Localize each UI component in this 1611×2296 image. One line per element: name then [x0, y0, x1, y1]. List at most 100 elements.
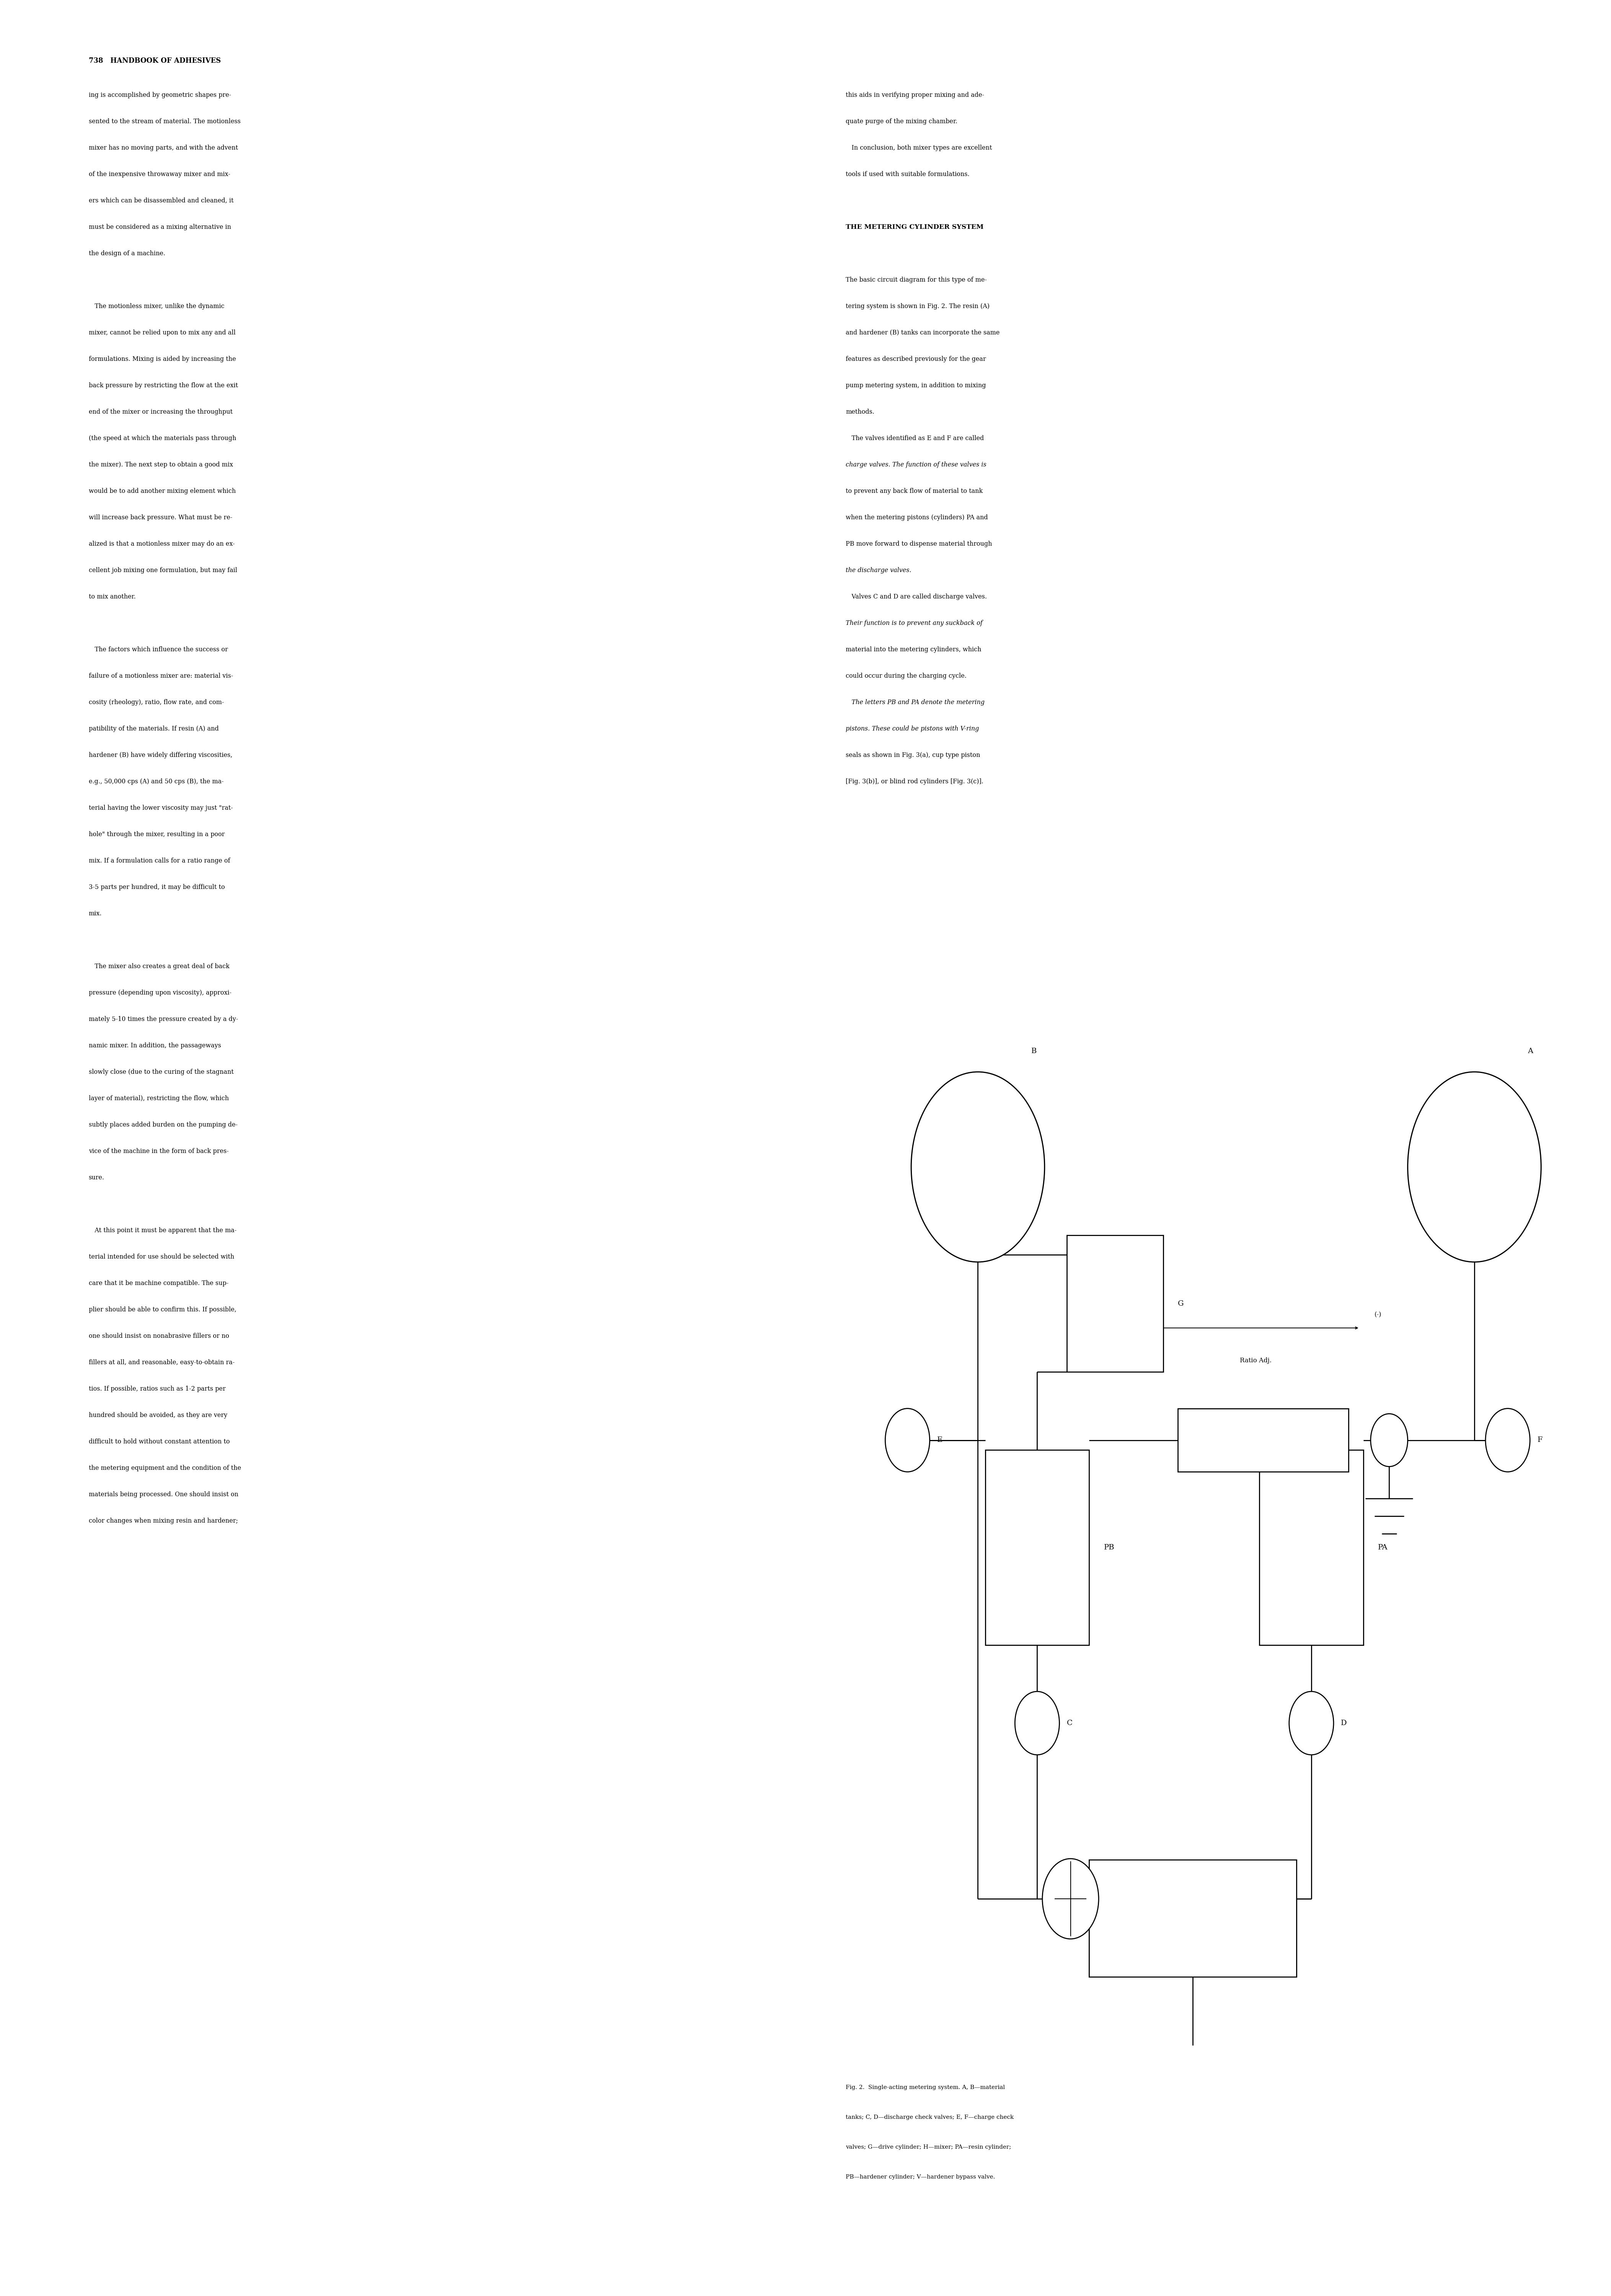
Circle shape [1289, 1692, 1334, 1754]
Text: back pressure by restricting the flow at the exit: back pressure by restricting the flow at… [89, 383, 238, 388]
Text: ers which can be disassembled and cleaned, it: ers which can be disassembled and cleane… [89, 197, 234, 204]
Text: the metering equipment and the condition of the: the metering equipment and the condition… [89, 1465, 242, 1472]
Text: difficult to hold without constant attention to: difficult to hold without constant atten… [89, 1437, 230, 1444]
Text: materials being processed. One should insist on: materials being processed. One should in… [89, 1492, 238, 1497]
Circle shape [912, 1072, 1044, 1263]
Text: to mix another.: to mix another. [89, 595, 135, 599]
Text: PB—hardener cylinder; V—hardener bypass valve.: PB—hardener cylinder; V—hardener bypass … [846, 2174, 996, 2179]
Text: Their function is to prevent any suckback of: Their function is to prevent any suckbac… [846, 620, 983, 627]
Circle shape [886, 1407, 930, 1472]
Text: cellent job mixing one formulation, but may fail: cellent job mixing one formulation, but … [89, 567, 237, 574]
Text: mixer has no moving parts, and with the advent: mixer has no moving parts, and with the … [89, 145, 238, 152]
Text: hundred should be avoided, as they are very: hundred should be avoided, as they are v… [89, 1412, 227, 1419]
Text: hardener (B) have widely differing viscosities,: hardener (B) have widely differing visco… [89, 753, 232, 758]
Text: G: G [1178, 1300, 1184, 1306]
Text: ing is accomplished by geometric shapes pre-: ing is accomplished by geometric shapes … [89, 92, 230, 99]
Text: plier should be able to confirm this. If possible,: plier should be able to confirm this. If… [89, 1306, 237, 1313]
Text: A: A [1527, 1047, 1534, 1054]
Text: one should insist on nonabrasive fillers or no: one should insist on nonabrasive fillers… [89, 1332, 229, 1339]
Text: D: D [1340, 1720, 1347, 1727]
Text: Fig. 2.  Single-acting metering system. A, B—material: Fig. 2. Single-acting metering system. A… [846, 2085, 1005, 2089]
Text: would be to add another mixing element which: would be to add another mixing element w… [89, 489, 235, 494]
Text: and hardener (B) tanks can incorporate the same: and hardener (B) tanks can incorporate t… [846, 331, 1000, 335]
Text: B: B [1031, 1047, 1037, 1054]
Text: mix. If a formulation calls for a ratio range of: mix. If a formulation calls for a ratio … [89, 859, 230, 863]
Text: Valves C and D are called discharge valves.: Valves C and D are called discharge valv… [846, 595, 988, 599]
Bar [1178, 1407, 1348, 1472]
Text: formulations. Mixing is aided by increasing the: formulations. Mixing is aided by increas… [89, 356, 235, 363]
Text: (-): (-) [1374, 1311, 1382, 1318]
Text: hole" through the mixer, resulting in a poor: hole" through the mixer, resulting in a … [89, 831, 224, 838]
Text: pump metering system, in addition to mixing: pump metering system, in addition to mix… [846, 383, 986, 388]
Bar [1260, 1451, 1363, 1644]
Text: 738   HANDBOOK OF ADHESIVES: 738 HANDBOOK OF ADHESIVES [89, 57, 221, 64]
Text: In conclusion, both mixer types are excellent: In conclusion, both mixer types are exce… [846, 145, 992, 152]
Text: E: E [938, 1437, 942, 1444]
Text: quate purge of the mixing chamber.: quate purge of the mixing chamber. [846, 117, 957, 124]
Text: The valves identified as E and F are called: The valves identified as E and F are cal… [846, 436, 984, 441]
Text: The motionless mixer, unlike the dynamic: The motionless mixer, unlike the dynamic [89, 303, 224, 310]
Text: methods.: methods. [846, 409, 875, 416]
Text: when the metering pistons (cylinders) PA and: when the metering pistons (cylinders) PA… [846, 514, 988, 521]
Text: cosity (rheology), ratio, flow rate, and com-: cosity (rheology), ratio, flow rate, and… [89, 698, 224, 705]
Text: F: F [1537, 1437, 1543, 1444]
Text: At this point it must be apparent that the ma-: At this point it must be apparent that t… [89, 1226, 237, 1233]
Text: The letters PB and PA denote the metering: The letters PB and PA denote the meterin… [846, 698, 984, 705]
Text: must be considered as a mixing alternative in: must be considered as a mixing alternati… [89, 225, 230, 230]
Bar [1066, 1235, 1163, 1373]
Text: PB: PB [1104, 1543, 1115, 1552]
Text: failure of a motionless mixer are: material vis-: failure of a motionless mixer are: mater… [89, 673, 234, 680]
Circle shape [1015, 1692, 1060, 1754]
Text: will increase back pressure. What must be re-: will increase back pressure. What must b… [89, 514, 232, 521]
Text: charge valves. The function of these valves is: charge valves. The function of these val… [846, 461, 986, 468]
Text: The basic circuit diagram for this type of me-: The basic circuit diagram for this type … [846, 278, 988, 282]
Text: 3-5 parts per hundred, it may be difficult to: 3-5 parts per hundred, it may be difficu… [89, 884, 224, 891]
Circle shape [1042, 1860, 1099, 1938]
Text: e.g., 50,000 cps (A) and 50 cps (B), the ma-: e.g., 50,000 cps (A) and 50 cps (B), the… [89, 778, 224, 785]
Text: valves; G—drive cylinder; H—mixer; PA—resin cylinder;: valves; G—drive cylinder; H—mixer; PA—re… [846, 2144, 1012, 2149]
Text: mately 5-10 times the pressure created by a dy-: mately 5-10 times the pressure created b… [89, 1015, 238, 1022]
Text: H: H [1189, 1915, 1195, 1922]
Bar [986, 1451, 1089, 1644]
Text: (+): (+) [1128, 1311, 1137, 1318]
Text: tools if used with suitable formulations.: tools if used with suitable formulations… [846, 172, 970, 177]
Text: alized is that a motionless mixer may do an ex-: alized is that a motionless mixer may do… [89, 542, 235, 546]
Text: slowly close (due to the curing of the stagnant: slowly close (due to the curing of the s… [89, 1070, 234, 1075]
Text: fillers at all, and reasonable, easy-to-obtain ra-: fillers at all, and reasonable, easy-to-… [89, 1359, 235, 1366]
Text: this aids in verifying proper mixing and ade-: this aids in verifying proper mixing and… [846, 92, 984, 99]
Text: [Fig. 3(b)], or blind rod cylinders [Fig. 3(c)].: [Fig. 3(b)], or blind rod cylinders [Fig… [846, 778, 983, 785]
Text: color changes when mixing resin and hardener;: color changes when mixing resin and hard… [89, 1518, 238, 1525]
Bar [1089, 1860, 1297, 1977]
Text: pistons. These could be pistons with V-ring: pistons. These could be pistons with V-r… [846, 726, 979, 732]
Text: care that it be machine compatible. The sup-: care that it be machine compatible. The … [89, 1281, 229, 1286]
Text: tanks; C, D—discharge check valves; E, F—charge check: tanks; C, D—discharge check valves; E, F… [846, 2115, 1013, 2119]
Text: pressure (depending upon viscosity), approxi-: pressure (depending upon viscosity), app… [89, 990, 232, 996]
Text: of the inexpensive throwaway mixer and mix-: of the inexpensive throwaway mixer and m… [89, 172, 230, 177]
Text: sure.: sure. [89, 1176, 105, 1180]
Circle shape [1371, 1414, 1408, 1467]
Circle shape [1408, 1072, 1542, 1263]
Text: (the speed at which the materials pass through: (the speed at which the materials pass t… [89, 436, 237, 441]
Text: sented to the stream of material. The motionless: sented to the stream of material. The mo… [89, 117, 240, 124]
Text: features as described previously for the gear: features as described previously for the… [846, 356, 986, 363]
Text: The mixer also creates a great deal of back: The mixer also creates a great deal of b… [89, 964, 229, 969]
Text: end of the mixer or increasing the throughput: end of the mixer or increasing the throu… [89, 409, 232, 416]
Text: PB move forward to dispense material through: PB move forward to dispense material thr… [846, 542, 992, 546]
Circle shape [1485, 1407, 1530, 1472]
Text: could occur during the charging cycle.: could occur during the charging cycle. [846, 673, 967, 680]
Text: terial having the lower viscosity may just "rat-: terial having the lower viscosity may ju… [89, 806, 234, 810]
Text: mix.: mix. [89, 912, 101, 916]
Text: terial intended for use should be selected with: terial intended for use should be select… [89, 1254, 234, 1261]
Text: namic mixer. In addition, the passageways: namic mixer. In addition, the passageway… [89, 1042, 221, 1049]
Text: the discharge valves.: the discharge valves. [846, 567, 912, 574]
Text: tering system is shown in Fig. 2. The resin (A): tering system is shown in Fig. 2. The re… [846, 303, 989, 310]
Text: Ratio Adj.: Ratio Adj. [1240, 1357, 1271, 1364]
Text: mixer, cannot be relied upon to mix any and all: mixer, cannot be relied upon to mix any … [89, 331, 235, 335]
Text: to prevent any back flow of material to tank: to prevent any back flow of material to … [846, 489, 983, 494]
Text: tios. If possible, ratios such as 1-2 parts per: tios. If possible, ratios such as 1-2 pa… [89, 1387, 226, 1391]
Text: patibility of the materials. If resin (A) and: patibility of the materials. If resin (A… [89, 726, 219, 732]
Text: material into the metering cylinders, which: material into the metering cylinders, wh… [846, 647, 981, 652]
Text: vice of the machine in the form of back pres-: vice of the machine in the form of back … [89, 1148, 229, 1155]
Text: the mixer). The next step to obtain a good mix: the mixer). The next step to obtain a go… [89, 461, 234, 468]
Text: PA: PA [1377, 1543, 1387, 1552]
